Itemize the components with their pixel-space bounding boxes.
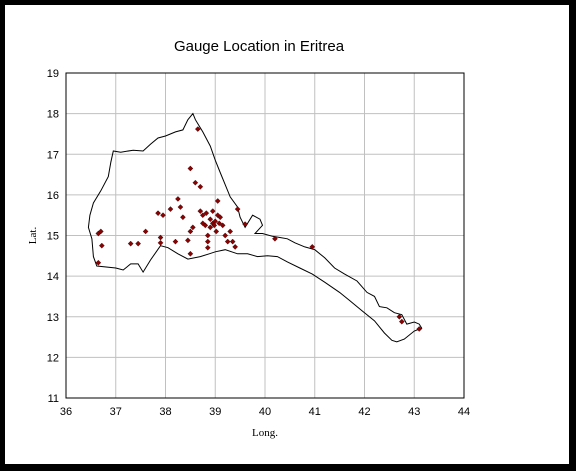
gauge-point [207,224,214,231]
gauge-point [99,242,105,249]
gauge-point [229,238,236,245]
x-tick-label: 36 [60,406,72,418]
x-tick-label: 44 [458,406,470,418]
gauge-point [180,214,186,221]
gauge-point [195,126,201,132]
gauge-point [185,237,191,244]
y-tick-label: 19 [47,68,59,80]
gauge-point [202,222,209,229]
chart-area: Gauge Location in Eritrea 36 37 38 39 40 41 42… [4,4,570,465]
gauge-point [197,183,204,190]
gauge-point [175,196,181,202]
gauge-point [309,244,316,250]
gauge-point [157,240,164,246]
chart-title: Gauge Location in Eritrea [174,38,345,55]
gauge-point [207,216,214,223]
eritrea-boundary [87,112,423,343]
gauge-point [227,228,233,235]
tick-labels: 36 37 38 39 40 41 42 43 44 11 12 13 14 15 16 17 18 19 [47,68,470,418]
x-tick-label: 37 [110,406,122,418]
y-tick-label: 18 [47,109,59,121]
gauge-point [142,228,149,235]
y-tick-label: 15 [47,231,59,243]
gauge-point [211,222,218,229]
gauge-point [95,259,102,266]
scatter-chart: Gauge Location in Eritrea 36 37 38 39 40 41 42… [27,38,470,439]
gauge-point [187,165,194,172]
gauge-point [234,206,241,212]
gauge-point [204,244,211,251]
y-tick-label: 12 [47,352,59,364]
y-axis-label: Lat. [27,227,39,245]
gauge-point [242,221,248,227]
gauge-point [172,238,179,245]
gauge-point [212,218,219,225]
x-axis-label: Long. [252,427,278,439]
gauge-point [416,326,423,332]
gauge-point [200,212,206,218]
gauge-point [203,210,210,216]
gauge-point [222,232,229,239]
gauge-point [135,240,141,247]
gauge-point [396,313,403,320]
gauge-point [197,208,204,214]
y-tick-label: 17 [47,149,59,161]
gauge-point [127,240,134,247]
grid [65,72,465,399]
x-tick-label: 39 [209,406,221,418]
gauge-point [187,250,194,257]
x-tick-label: 38 [159,406,171,418]
gauge-point [214,198,221,204]
gauge-point [98,228,104,235]
gauge-point [399,318,405,325]
gauge-point [167,206,174,212]
gauge-point [272,235,278,242]
plot-area-border [65,72,465,399]
gauge-point [224,238,231,245]
gauge-point [155,210,161,216]
x-tick-label: 42 [358,406,370,418]
gauge-point [204,238,211,245]
gauge-point [213,228,220,235]
y-tick-label: 13 [47,312,59,324]
gauge-point [177,204,184,210]
gauge-point [187,228,194,235]
gauge-point [160,212,166,218]
gauge-point [216,220,223,227]
gauge-point [219,222,226,229]
y-tick-label: 11 [48,393,59,405]
x-tick-label: 43 [408,406,420,418]
gauge-point [192,179,199,186]
y-tick-label: 14 [47,271,59,283]
gauge-point [209,208,216,214]
y-tick-label: 16 [47,190,59,202]
gauge-point [232,244,238,250]
gauge-point [190,224,196,231]
gauge-point [217,214,224,221]
gauge-points [95,126,423,332]
x-tick-label: 41 [309,406,321,418]
gauge-point [204,232,211,239]
x-tick-label: 40 [259,406,271,418]
